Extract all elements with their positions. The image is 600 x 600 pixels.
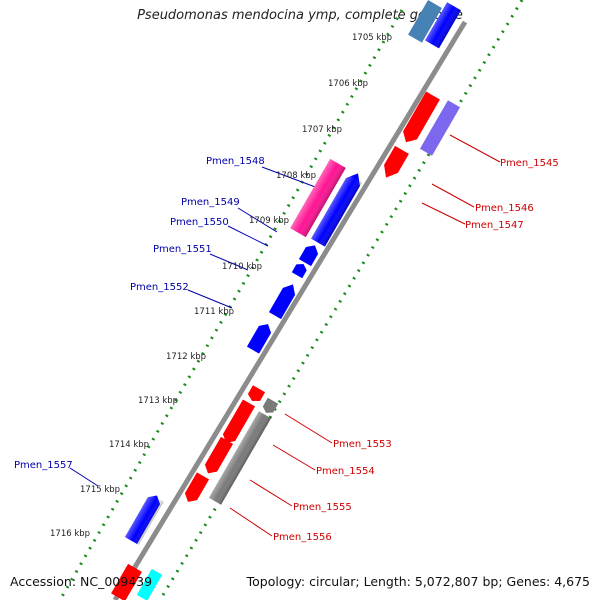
gene-red-1553[interactable]: [246, 385, 266, 404]
gene-label-1551[interactable]: Pmen_1551: [153, 244, 212, 255]
kbp-label-1708: 1708 kbp: [276, 171, 316, 181]
gene-label-1549[interactable]: Pmen_1549: [181, 197, 240, 208]
connector-1557: [69, 467, 99, 487]
accession-text: Accession: NC_009439: [10, 574, 153, 589]
gene-red-1546[interactable]: [379, 145, 409, 182]
connector-1546: [431, 183, 475, 208]
kbp-label-1710: 1710 kbp: [222, 262, 262, 272]
kbp-label-1713: 1713 kbp: [138, 396, 178, 406]
gene-label-1552[interactable]: Pmen_1552: [130, 282, 189, 293]
dotted-ring-left: [58, 9, 404, 600]
gene-cyan-bottom[interactable]: [136, 568, 163, 600]
connector-1554: [272, 444, 316, 471]
kbp-tick-labels: 1705 kbp 1706 kbp 1707 kbp 1708 kbp 1709…: [50, 33, 392, 539]
genome-summary-text: Topology: circular; Length: 5,072,807 bp…: [246, 574, 590, 589]
kbp-label-1714: 1714 kbp: [109, 440, 149, 450]
gene-red-bottom[interactable]: [111, 563, 142, 600]
gene-label-1545[interactable]: Pmen_1545: [500, 158, 559, 169]
gene-red-1545[interactable]: [399, 91, 440, 146]
gene-grey-1553[interactable]: [261, 397, 279, 416]
kbp-label-1709: 1709 kbp: [249, 216, 289, 226]
gene-label-1550[interactable]: Pmen_1550: [170, 217, 229, 228]
gene-label-1555[interactable]: Pmen_1555: [293, 502, 352, 513]
kbp-label-1706: 1706 kbp: [328, 79, 368, 89]
gene-labels-right: Pmen_1545 Pmen_1546 Pmen_1547 Pmen_1553 …: [273, 158, 559, 543]
gene-steel-top[interactable]: [408, 0, 442, 43]
gene-label-1553[interactable]: Pmen_1553: [333, 439, 392, 450]
connector-1552: [187, 289, 233, 309]
gene-blue-1550[interactable]: [298, 242, 321, 267]
connector-1549: [237, 207, 278, 233]
gene-purple-1545[interactable]: [419, 100, 461, 156]
kbp-label-1705: 1705 kbp: [352, 33, 392, 43]
kbp-label-1715: 1715 kbp: [80, 485, 120, 495]
kbp-label-1716: 1716 kbp: [50, 529, 90, 539]
connector-1550: [227, 225, 269, 247]
connector-1553: [284, 413, 333, 444]
gene-red-1555[interactable]: [202, 436, 234, 477]
gene-red-1556[interactable]: [182, 472, 210, 505]
gene-blue-1552b[interactable]: [246, 321, 274, 354]
gene-red-1554[interactable]: [220, 399, 256, 446]
connector-1551: [209, 253, 249, 271]
genome-title: Pseudomonas mendocina ymp, complete geno…: [137, 8, 463, 23]
gene-features: [111, 0, 461, 600]
kbp-label-1707: 1707 kbp: [302, 125, 342, 135]
dotted-ring-group: [58, 0, 524, 600]
gene-labels-left: Pmen_1548 Pmen_1549 Pmen_1550 Pmen_1551 …: [14, 156, 265, 471]
connector-1555: [249, 479, 293, 507]
connector-1548: [261, 166, 319, 189]
connector-1545: [449, 134, 501, 163]
gene-label-1556[interactable]: Pmen_1556: [273, 532, 332, 543]
kbp-label-1712: 1712 kbp: [166, 352, 206, 362]
gene-blue-1551[interactable]: [291, 261, 309, 279]
genome-backbone: [112, 20, 468, 600]
gene-label-1557[interactable]: Pmen_1557: [14, 460, 73, 471]
connector-1547: [421, 202, 466, 225]
label-connectors: [69, 134, 501, 537]
gene-label-1554[interactable]: Pmen_1554: [316, 466, 375, 477]
connector-1556: [229, 507, 273, 537]
kbp-label-1711: 1711 kbp: [194, 307, 234, 317]
gene-blue-1552[interactable]: [268, 281, 299, 320]
gene-label-1548[interactable]: Pmen_1548: [206, 156, 265, 167]
gene-label-1546[interactable]: Pmen_1546: [475, 203, 534, 214]
gene-label-1547[interactable]: Pmen_1547: [465, 220, 524, 231]
